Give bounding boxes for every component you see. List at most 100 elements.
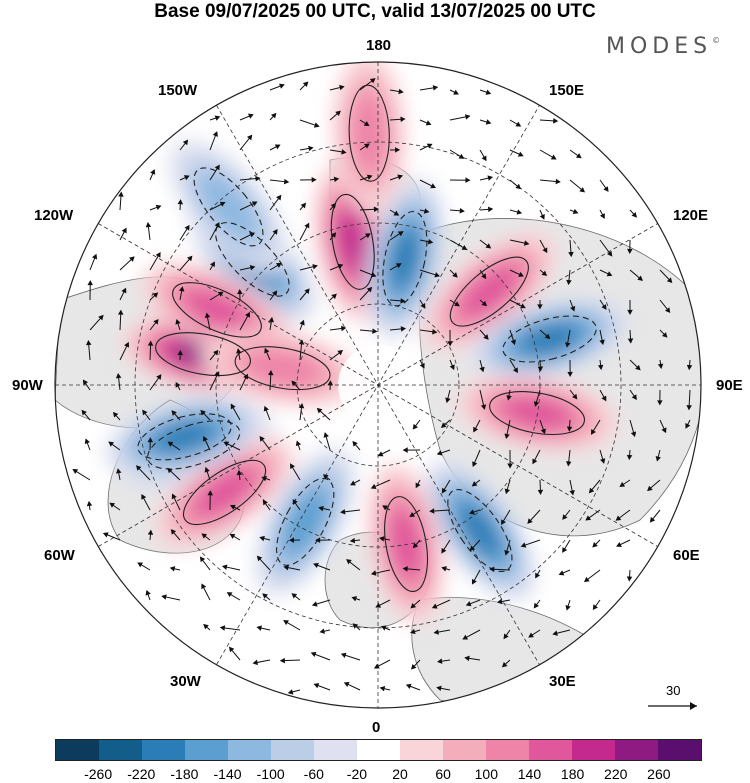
- positive-anomaly-shade: [184, 289, 250, 331]
- wind-vector-head: [370, 272, 377, 278]
- wind-vector: [239, 232, 255, 241]
- wind-vector: [82, 379, 91, 391]
- wind-vector-head: [517, 151, 524, 157]
- wind-vector: [449, 239, 468, 250]
- wind-vector: [346, 559, 361, 571]
- wind-vector-head: [436, 685, 442, 692]
- wind-vector-head: [214, 371, 220, 377]
- wind-vector-head: [268, 370, 274, 376]
- reference-vector-label: 30: [666, 683, 681, 698]
- wind-vector: [322, 474, 331, 481]
- wind-vector: [539, 209, 545, 220]
- wind-vector-head: [167, 467, 173, 474]
- wind-vector: [686, 389, 692, 411]
- wind-vector-head: [364, 233, 371, 239]
- wind-vector: [569, 299, 576, 312]
- colorbar-cell: [572, 740, 615, 760]
- wind-vector-head: [507, 463, 513, 469]
- meridians: [55, 62, 701, 708]
- wind-vector: [419, 143, 433, 151]
- wind-vector-head: [469, 545, 476, 552]
- wind-vector-head: [364, 143, 370, 149]
- positive-anomaly-shade: [241, 348, 325, 389]
- wind-vector: [449, 177, 471, 183]
- wind-vector-head: [655, 455, 661, 462]
- wind-vector: [264, 347, 271, 361]
- colorbar-tick-label: 220: [604, 766, 628, 782]
- colorbar-cell: [142, 740, 185, 760]
- lon-label-60w: 60W: [44, 547, 75, 564]
- wind-vector: [615, 509, 631, 521]
- wind-vector-head: [510, 339, 516, 346]
- wind-vector: [175, 318, 181, 331]
- wind-vector-head: [263, 405, 269, 412]
- wind-vector: [627, 329, 634, 344]
- wind-vector: [72, 469, 91, 481]
- wind-vector: [149, 251, 161, 271]
- colorbar-tick-label: -260: [84, 766, 113, 782]
- wind-vector: [562, 509, 571, 520]
- wind-vector: [599, 239, 613, 257]
- positive-anomaly-shade: [460, 265, 519, 318]
- colorbar-tick-label: 260: [647, 766, 671, 782]
- wind-vector: [288, 537, 301, 543]
- wind-vector: [479, 269, 487, 280]
- wind-vector: [226, 592, 241, 601]
- wind-vector: [659, 269, 673, 283]
- wind-vector-head: [488, 206, 494, 213]
- wind-vector-head: [412, 423, 418, 430]
- wind-vector-head: [312, 264, 318, 270]
- wind-vector: [236, 348, 242, 361]
- wind-vector: [89, 253, 98, 271]
- wind-vector: [429, 508, 451, 514]
- wind-vector-head: [145, 222, 152, 228]
- contour-layer: [137, 84, 597, 592]
- wind-vector: [343, 682, 361, 691]
- wind-vector: [433, 629, 451, 635]
- wind-vector: [269, 178, 290, 185]
- wind-vector: [565, 449, 572, 467]
- wind-vector-head: [552, 630, 558, 636]
- wind-vector-head: [214, 115, 221, 121]
- wind-vector-head: [288, 537, 295, 543]
- wind-vector-head: [262, 499, 268, 506]
- wind-vector: [565, 329, 571, 348]
- wind-vector-head: [485, 89, 492, 95]
- wind-vector: [319, 628, 331, 634]
- lon-label-30e: 30E: [549, 673, 576, 690]
- wind-vector: [350, 479, 361, 486]
- wind-vector-head: [516, 209, 523, 215]
- wind-vector-head: [135, 465, 142, 471]
- wind-vector-head: [570, 305, 576, 312]
- wind-vector-head: [504, 550, 510, 556]
- wind-vector: [375, 599, 391, 608]
- wind-vector: [179, 139, 189, 151]
- wind-vector-head: [302, 81, 309, 87]
- wind-vector-head: [272, 290, 278, 297]
- wind-vector: [599, 449, 606, 464]
- wind-vector: [209, 115, 221, 121]
- anomaly-contour: [183, 459, 267, 526]
- lon-label-0: 0: [372, 719, 381, 736]
- wind-vector: [149, 292, 159, 301]
- wind-vector: [316, 407, 331, 421]
- wind-vector-head: [437, 658, 443, 664]
- wind-vector: [112, 411, 121, 421]
- wind-vector-head: [369, 78, 376, 84]
- wind-vector: [379, 686, 391, 692]
- wind-vector: [141, 494, 151, 511]
- wind-vector-head: [647, 485, 653, 492]
- wind-vector: [592, 599, 601, 610]
- wind-vector-head: [201, 583, 207, 590]
- wind-vectors: [72, 78, 693, 695]
- wind-vector-head: [259, 436, 265, 442]
- wind-vector-head: [137, 562, 143, 568]
- wind-vector-head: [155, 204, 162, 211]
- wind-vector-head: [373, 663, 380, 669]
- wind-vector: [359, 328, 378, 334]
- wind-vector-head: [252, 659, 258, 666]
- wind-vector-head: [568, 251, 574, 258]
- wind-vector-head: [575, 153, 582, 159]
- lon-label-90w: 90W: [12, 377, 43, 394]
- wind-vector-head: [86, 500, 93, 507]
